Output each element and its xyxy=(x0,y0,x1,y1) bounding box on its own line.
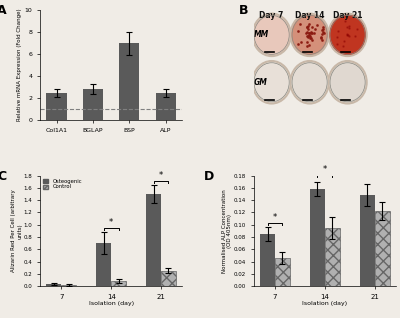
Bar xyxy=(46,284,62,286)
Text: D: D xyxy=(204,170,214,183)
Circle shape xyxy=(330,15,365,54)
Bar xyxy=(325,228,340,286)
Circle shape xyxy=(328,61,367,104)
Text: C: C xyxy=(0,170,6,183)
Text: B: B xyxy=(239,4,249,17)
Text: A: A xyxy=(0,4,7,17)
Circle shape xyxy=(252,61,291,104)
Text: *: * xyxy=(109,218,113,227)
Text: *: * xyxy=(273,213,277,222)
Circle shape xyxy=(252,13,291,56)
Text: *: * xyxy=(323,165,327,174)
Bar xyxy=(275,258,290,286)
Text: *: * xyxy=(159,171,163,180)
Circle shape xyxy=(292,63,327,102)
X-axis label: Isolation (day): Isolation (day) xyxy=(89,301,134,306)
Y-axis label: Relative mRNA Expression (Fold Change): Relative mRNA Expression (Fold Change) xyxy=(17,9,22,121)
Bar xyxy=(62,285,76,286)
Circle shape xyxy=(290,61,329,104)
Legend: Osteogenic, Control: Osteogenic, Control xyxy=(43,178,83,190)
Bar xyxy=(260,234,275,286)
Bar xyxy=(46,93,66,120)
Circle shape xyxy=(254,63,289,102)
Text: Day 7: Day 7 xyxy=(260,11,284,20)
Bar xyxy=(360,195,374,286)
X-axis label: Isolation (day): Isolation (day) xyxy=(302,301,347,306)
Bar xyxy=(111,281,126,286)
Bar xyxy=(146,194,161,286)
Bar xyxy=(83,89,103,120)
Y-axis label: Alizarin Red Per Cell (arbitrary
units): Alizarin Red Per Cell (arbitrary units) xyxy=(12,190,22,272)
Text: GM: GM xyxy=(254,78,268,87)
Circle shape xyxy=(330,63,365,102)
Bar xyxy=(374,211,390,286)
Bar xyxy=(310,189,325,286)
Bar xyxy=(96,243,111,286)
Y-axis label: Normalised ALP Concentration
(OD 405nm): Normalised ALP Concentration (OD 405nm) xyxy=(222,189,232,273)
Circle shape xyxy=(254,15,289,54)
Bar xyxy=(161,271,176,286)
Bar xyxy=(156,93,176,120)
Bar xyxy=(120,43,140,120)
Text: Day 21: Day 21 xyxy=(333,11,362,20)
Text: MM: MM xyxy=(254,30,269,39)
Circle shape xyxy=(292,15,327,54)
Circle shape xyxy=(290,13,329,56)
Text: Day 14: Day 14 xyxy=(295,11,324,20)
Circle shape xyxy=(328,13,367,56)
